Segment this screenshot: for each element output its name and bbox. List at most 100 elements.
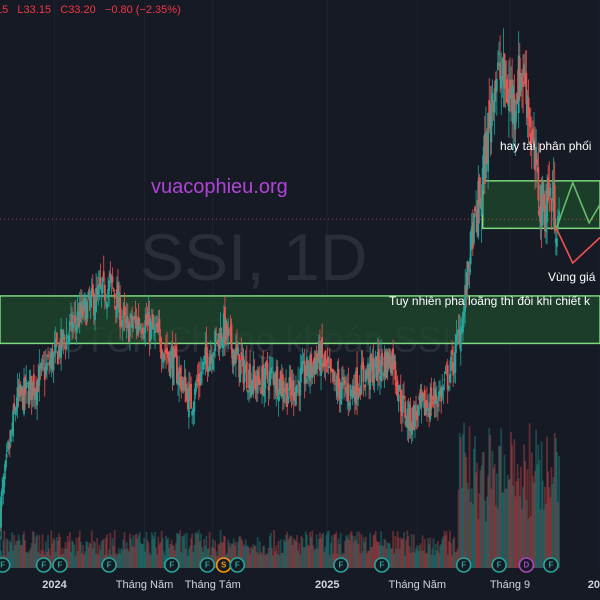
volume-bar (305, 534, 308, 568)
candle-body (323, 358, 326, 365)
candle-body (71, 315, 73, 332)
candle-body (380, 355, 382, 382)
candle-body (329, 359, 332, 372)
volume-bar (188, 549, 190, 568)
volume-bar (450, 543, 452, 568)
volume-bar (380, 531, 382, 568)
volume-bar (134, 535, 137, 568)
volume-bar (87, 547, 90, 568)
candle-body (178, 371, 180, 386)
volume-bar (76, 551, 79, 568)
candle-body (191, 410, 194, 416)
volume-bar (537, 444, 540, 568)
volume-bar (344, 541, 346, 568)
volume-bar (186, 555, 189, 568)
volume-bar (165, 535, 167, 568)
candle-body (52, 352, 55, 371)
candle-body (439, 390, 441, 394)
volume-bar (320, 538, 322, 568)
volume-bar (220, 542, 223, 568)
volume-bar (546, 436, 548, 568)
volume-bar (91, 548, 94, 568)
volume-bar (229, 547, 232, 568)
candle-body (242, 355, 245, 384)
volume-bar (474, 435, 476, 568)
volume-bar (17, 534, 20, 568)
volume-bar (338, 544, 341, 568)
volume-bar (363, 542, 366, 568)
candle-body (219, 328, 222, 349)
volume-bar (100, 541, 103, 568)
volume-bar (423, 539, 426, 568)
volume-bar (148, 552, 151, 568)
candle-body (476, 211, 479, 234)
volume-bar (200, 533, 202, 568)
candle-body (341, 377, 344, 380)
candle-body (477, 181, 480, 237)
volume-bar (376, 542, 379, 568)
volume-bar (237, 541, 239, 568)
candle-body (171, 346, 174, 378)
candle-body (148, 314, 151, 342)
candle-body (83, 298, 85, 311)
candle-body (440, 387, 443, 402)
volume-bar (369, 532, 372, 568)
candle-body (149, 322, 152, 341)
candle-body (172, 348, 175, 385)
volume-bar (71, 540, 73, 568)
volume-bar (447, 541, 450, 568)
volume-bar (543, 486, 546, 568)
candle-body (250, 383, 253, 397)
candle-body (256, 370, 259, 394)
candle-body (447, 386, 450, 389)
candle-body (417, 405, 420, 416)
volume-bar (162, 551, 165, 568)
volume-bar (289, 535, 292, 568)
candle-body (91, 284, 94, 296)
volume-bar (454, 552, 457, 568)
candle-body (394, 361, 397, 381)
volume-bar (480, 465, 483, 568)
candle-body (328, 362, 331, 365)
volume-bar (549, 497, 552, 568)
volume-bar (203, 539, 206, 568)
event-marker-f: F (374, 557, 390, 573)
candle-body (251, 380, 254, 386)
volume-bar (396, 531, 399, 568)
candle-body (285, 383, 287, 396)
volume-bar (158, 544, 161, 568)
volume-bar (548, 487, 551, 568)
volume-bar (323, 552, 326, 568)
candle-body (478, 177, 481, 203)
volume-bar (367, 551, 369, 568)
candle-body (95, 287, 97, 312)
candle-body (513, 93, 516, 116)
candle-body (493, 88, 496, 113)
candle-body (433, 388, 436, 404)
candle-body (75, 324, 78, 331)
candle-body (245, 361, 248, 389)
volume-bar (494, 505, 497, 568)
volume-bar (117, 553, 119, 568)
candle-body (434, 393, 437, 402)
candle-body (60, 328, 63, 359)
volume-bar (171, 544, 174, 568)
candle-body (422, 393, 425, 401)
volume-bar (482, 452, 485, 568)
volume-bar (407, 536, 410, 568)
volume-bar (542, 509, 545, 568)
candle-body (396, 380, 399, 397)
candle-body (123, 304, 126, 316)
volume-bar (48, 548, 51, 568)
ohlc-prev: 15 (0, 4, 9, 16)
event-marker-label: F (205, 561, 210, 570)
volume-bar (322, 532, 325, 568)
volume-bar (390, 548, 392, 568)
volume-bar (455, 551, 458, 568)
candle-body (530, 131, 533, 142)
candle-body (540, 195, 543, 225)
candle-body (20, 386, 23, 389)
volume-bar (7, 551, 10, 568)
